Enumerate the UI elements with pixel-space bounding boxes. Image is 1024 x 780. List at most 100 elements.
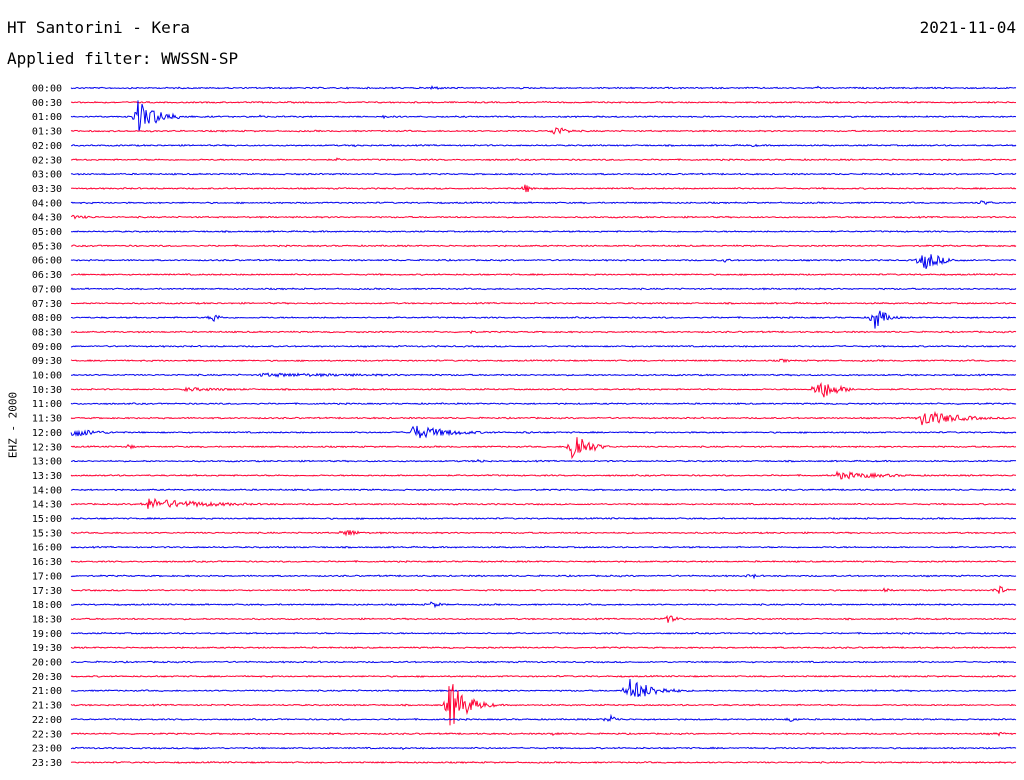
trace-line [70,214,1017,220]
time-tick-label: 02:30 [32,155,62,166]
trace-line [70,301,1017,305]
trace-line [70,330,1017,335]
time-tick-label: 16:30 [32,557,62,568]
trace-line [70,470,1017,480]
time-tick-label: 21:00 [32,686,62,697]
time-tick-label: 23:30 [32,758,62,769]
time-tick-label: 08:00 [32,313,62,324]
time-tick-label: 13:30 [32,471,62,482]
trace-line [70,100,1017,104]
trace-line [70,402,1017,406]
trace-line [70,287,1017,291]
time-tick-label: 18:30 [32,614,62,625]
record-date: 2021-11-04 [919,18,1016,37]
time-tick-label: 20:30 [32,672,62,683]
trace-line [70,127,1017,135]
time-tick-label: 19:00 [32,629,62,640]
station-title: HT Santorini - Kera [7,18,191,37]
trace-line [70,310,1017,329]
time-tick-label: 09:30 [32,356,62,367]
trace-line [70,678,1017,697]
time-tick-label: 20:00 [32,658,62,669]
time-tick-label: 09:00 [32,342,62,353]
trace-line [70,631,1017,635]
time-tick-label: 00:30 [32,98,62,109]
time-tick-label: 04:30 [32,213,62,224]
time-tick-label: 19:30 [32,643,62,654]
trace-line [70,100,1016,132]
trace-line [70,172,1017,176]
time-tick-label: 01:30 [32,127,62,138]
time-tick-label: 16:00 [32,543,62,554]
trace-line [70,254,1017,269]
time-tick-label: 22:00 [32,715,62,726]
trace-line [70,437,1017,460]
trace-line [70,529,1017,537]
time-tick-label: 23:00 [32,744,62,755]
time-tick-label: 04:00 [32,198,62,209]
trace-line [71,382,1017,398]
time-tick-label: 02:00 [32,141,62,152]
time-tick-label: 03:30 [32,184,62,195]
time-tick-label: 06:00 [32,256,62,267]
time-tick-label: 18:00 [32,600,62,611]
time-tick-label: 03:00 [32,170,62,181]
trace-line [70,273,1016,277]
time-tick-label: 10:00 [32,371,62,382]
time-tick-label: 12:30 [32,442,62,453]
time-tick-label: 15:00 [32,514,62,525]
time-tick-label: 05:30 [32,241,62,252]
trace-line [70,601,1017,609]
time-tick-label: 10:30 [32,385,62,396]
trace-line [70,746,1017,751]
time-tick-label: 11:30 [32,414,62,425]
time-tick-label: 08:30 [32,327,62,338]
trace-line [70,425,1017,439]
trace-line [71,230,1017,234]
trace-line [70,559,1017,564]
time-tick-label: 05:00 [32,227,62,238]
trace-line [70,646,1017,650]
trace-line [70,516,1017,521]
trace-line [70,731,1017,737]
time-tick-label: 17:00 [32,571,62,582]
trace-line [70,244,1017,248]
trace-line [70,143,1017,148]
time-tick-label: 07:30 [32,299,62,310]
trace-line [70,200,1017,206]
time-tick-label: 11:00 [32,399,62,410]
trace-line [70,684,1017,726]
trace-line [70,85,1017,91]
time-tick-label: 14:00 [32,485,62,496]
trace-line [70,458,1017,463]
trace-line [70,157,1017,162]
trace-line [70,713,1017,722]
trace-line [70,410,1017,426]
time-tick-label: 21:30 [32,701,62,712]
trace-line [71,372,1017,378]
trace-line [70,488,1017,492]
time-tick-label: 12:00 [32,428,62,439]
trace-line [70,614,1017,623]
trace-line [70,545,1017,549]
trace-line [70,573,1017,580]
time-tick-label: 17:30 [32,586,62,597]
trace-line [70,184,1017,193]
trace-line [70,660,1017,664]
time-tick-label: 00:00 [32,84,62,95]
trace-line [70,497,1017,509]
trace-line [70,358,1017,364]
time-tick-label: 14:30 [32,500,62,511]
time-tick-label: 15:30 [32,528,62,539]
time-tick-label: 13:00 [32,457,62,468]
trace-line [70,674,1017,678]
filter-label: Applied filter: WWSSN-SP [7,49,239,68]
time-tick-label: 07:00 [32,284,62,295]
trace-line [71,585,1017,594]
time-tick-label: 22:30 [32,729,62,740]
trace-line [70,760,1017,765]
time-tick-label: 06:30 [32,270,62,281]
trace-line [70,344,1017,348]
time-tick-label: 01:00 [32,112,62,123]
